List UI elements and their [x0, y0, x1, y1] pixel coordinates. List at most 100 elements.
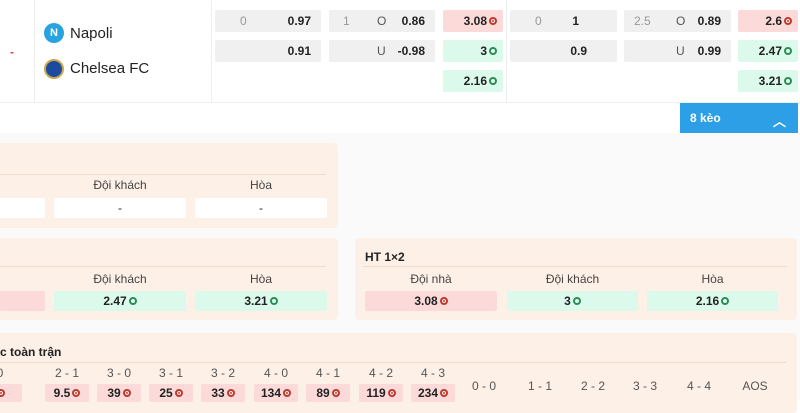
odds-value: 2.16 — [695, 294, 720, 308]
score-label: 4 - 0 — [263, 366, 288, 380]
draw-score-label: 4 - 4 — [686, 379, 711, 393]
p1-home-odds[interactable] — [0, 198, 45, 218]
score-label: 2 - 1 — [54, 366, 79, 380]
away-label: Đội khách — [93, 272, 147, 286]
ft-1x2-away[interactable]: 3 — [443, 40, 503, 62]
score-odds[interactable]: 119 — [359, 384, 403, 402]
ht-home-odds[interactable]: 3.08 — [365, 291, 497, 311]
odds-value: 3 — [480, 44, 487, 58]
more-odds-button[interactable]: 8 kèo ︿ — [680, 103, 798, 133]
over-label: O — [377, 14, 387, 28]
odds-value: 9.5 — [53, 386, 71, 400]
odds-up-icon — [784, 47, 792, 55]
p2-draw-odds[interactable]: 3.21 — [195, 291, 327, 311]
draw-score-label: 3 - 3 — [632, 379, 657, 393]
chevron-up-icon: ︿ — [772, 114, 786, 129]
odds-down-icon — [440, 389, 449, 397]
ht-handicap-away[interactable]: 0.9 — [510, 40, 617, 62]
under-label: U — [377, 44, 386, 58]
teams-column — [34, 0, 212, 102]
ht-away-odds[interactable]: 3 — [507, 291, 638, 311]
draw-score-label: 2 - 2 — [580, 379, 605, 393]
p2-away-odds[interactable]: 2.47 — [54, 291, 186, 311]
score-label: 4 - 3 — [420, 366, 445, 380]
odds-down-icon — [174, 389, 183, 397]
odds-down-icon — [387, 389, 396, 397]
odds-value: 134 — [260, 386, 282, 400]
odds-down-icon — [283, 389, 292, 397]
odds-up-icon — [269, 297, 278, 305]
score-label: 0 — [0, 366, 22, 380]
ft-handicap-line: 0 — [240, 14, 247, 28]
score-label: 3 - 0 — [106, 366, 131, 380]
chelsea-logo-icon — [44, 59, 64, 79]
away-label: Đội khách — [93, 178, 147, 192]
odds-value: 0.97 — [287, 14, 311, 28]
odds-value: 3 — [564, 294, 571, 308]
score-odds[interactable] — [0, 384, 22, 402]
draw-score-label: AOS — [742, 379, 768, 393]
score-odds[interactable]: 134 — [254, 384, 298, 402]
score-odds[interactable]: 25 — [149, 384, 193, 402]
ou-line: 2.5 — [634, 14, 651, 28]
panel-divider — [363, 266, 787, 267]
ft-handicap-away[interactable]: 0.91 — [215, 40, 321, 62]
odds-value: 3.21 — [758, 74, 782, 88]
odds-value: 33 — [211, 386, 225, 400]
ht-over[interactable]: 2.5 O 0.89 — [624, 10, 731, 32]
p2-home-odds[interactable] — [0, 291, 45, 311]
score-odds[interactable]: 89 — [306, 384, 350, 402]
under-label: U — [676, 44, 685, 58]
score-odds[interactable]: 234 — [411, 384, 455, 402]
ft-under[interactable]: U -0.98 — [329, 40, 435, 62]
home-team-name[interactable]: Napoli — [70, 25, 113, 42]
more-odds-label: 8 kèo — [690, 111, 721, 125]
odds-up-icon — [128, 297, 137, 305]
score-label: 4 - 2 — [368, 366, 393, 380]
score-odds[interactable]: 33 — [201, 384, 245, 402]
odds-down-icon — [784, 17, 792, 25]
ft-over[interactable]: 1 O 0.86 — [329, 10, 435, 32]
away-team-name[interactable]: Chelsea FC — [70, 60, 150, 77]
odds-value: 0.86 — [401, 14, 425, 28]
odds-up-icon — [489, 77, 497, 85]
ht-draw-odds[interactable]: 2.16 — [647, 291, 778, 311]
odds-down-icon — [331, 389, 340, 397]
odds-value: 234 — [417, 386, 439, 400]
p1-draw-odds[interactable]: - — [195, 198, 327, 218]
ht-1x2-away[interactable]: 2.47 — [738, 40, 798, 62]
odds-down-icon — [72, 389, 81, 397]
score-label: 4 - 1 — [315, 366, 340, 380]
odds-value: 25 — [159, 386, 173, 400]
ht-under[interactable]: U 0.99 — [624, 40, 731, 62]
odds-value: 3.21 — [244, 294, 268, 308]
score-label: 3 - 2 — [210, 366, 235, 380]
odds-value: 1 — [572, 14, 579, 28]
ft-handicap-home[interactable]: 0 0.97 — [215, 10, 321, 32]
odds-down-icon — [0, 389, 5, 397]
odds-value: 0.9 — [570, 44, 587, 58]
score-odds[interactable]: 9.5 — [45, 384, 89, 402]
over-label: O — [676, 14, 686, 28]
ht-panel-title: HT 1×2 — [365, 250, 405, 264]
score-odds[interactable]: 39 — [97, 384, 141, 402]
match-status: - — [10, 45, 14, 59]
draw-label: Hòa — [701, 272, 724, 286]
ft-1x2-draw[interactable]: 2.16 — [443, 70, 503, 92]
odds-value: 119 — [366, 386, 386, 400]
odds-up-icon — [489, 47, 497, 55]
ht-1x2-draw[interactable]: 3.21 — [738, 70, 798, 92]
ou-line: 1 — [343, 14, 350, 28]
draw-label: Hòa — [249, 272, 272, 286]
draw-score-label: 1 - 1 — [527, 379, 552, 393]
ft-1x2-home[interactable]: 3.08 — [443, 10, 503, 32]
odds-down-icon — [226, 389, 235, 397]
odds-value: 2.47 — [758, 44, 782, 58]
odds-up-icon — [721, 297, 730, 305]
divider — [506, 0, 507, 102]
ht-1x2-home[interactable]: 2.6 — [738, 10, 798, 32]
score-label: 3 - 1 — [158, 366, 183, 380]
odds-value: 39 — [107, 386, 121, 400]
p1-away-odds[interactable]: - — [54, 198, 186, 218]
